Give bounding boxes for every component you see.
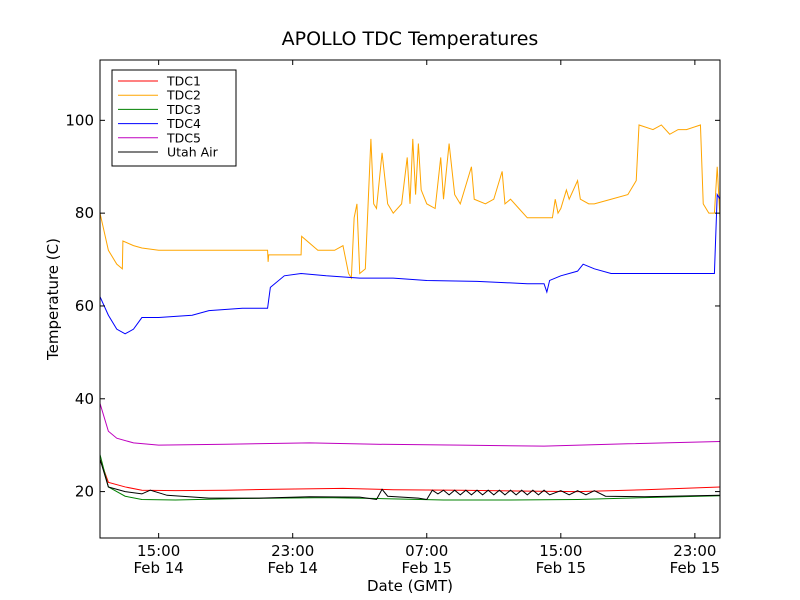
y-axis-label: Temperature (C) — [44, 238, 62, 361]
series-line-tdc4 — [100, 192, 720, 335]
legend-label: TDC5 — [166, 130, 201, 145]
legend-label: TDC1 — [166, 74, 201, 89]
series-line-utah-air — [100, 458, 720, 501]
legend-label: TDC4 — [166, 116, 201, 131]
y-tick-label: 60 — [75, 297, 94, 315]
x-axis-label: Date (GMT) — [367, 577, 453, 595]
y-tick-label: 100 — [65, 111, 94, 129]
y-tick-label: 20 — [75, 483, 94, 501]
legend-label: Utah Air — [167, 145, 219, 160]
series-layer — [100, 124, 720, 501]
x-tick-label-date: Feb 15 — [670, 559, 720, 577]
x-tick-label-date: Feb 15 — [402, 559, 452, 577]
legend-label: TDC2 — [166, 88, 201, 103]
y-tick-label: 80 — [75, 204, 94, 222]
series-line-tdc3 — [100, 454, 720, 501]
x-tick-label-time: 15:00 — [539, 542, 582, 560]
x-tick-label-time: 15:00 — [137, 542, 180, 560]
legend-label: TDC3 — [166, 102, 201, 117]
x-tick-label-date: Feb 14 — [267, 559, 317, 577]
chart-title: APOLLO TDC Temperatures — [282, 28, 539, 50]
series-line-tdc5 — [100, 403, 720, 447]
x-tick-label-time: 23:00 — [271, 542, 314, 560]
legend-box — [111, 69, 237, 167]
y-tick-label: 40 — [75, 390, 94, 408]
x-tick-label-time: 07:00 — [405, 542, 448, 560]
x-tick-label-time: 23:00 — [673, 542, 716, 560]
plot-frame — [99, 59, 721, 539]
series-line-tdc2 — [100, 124, 720, 280]
x-tick-label-date: Feb 15 — [536, 559, 586, 577]
series-line-tdc1 — [100, 458, 720, 493]
x-tick-label-date: Feb 14 — [133, 559, 183, 577]
